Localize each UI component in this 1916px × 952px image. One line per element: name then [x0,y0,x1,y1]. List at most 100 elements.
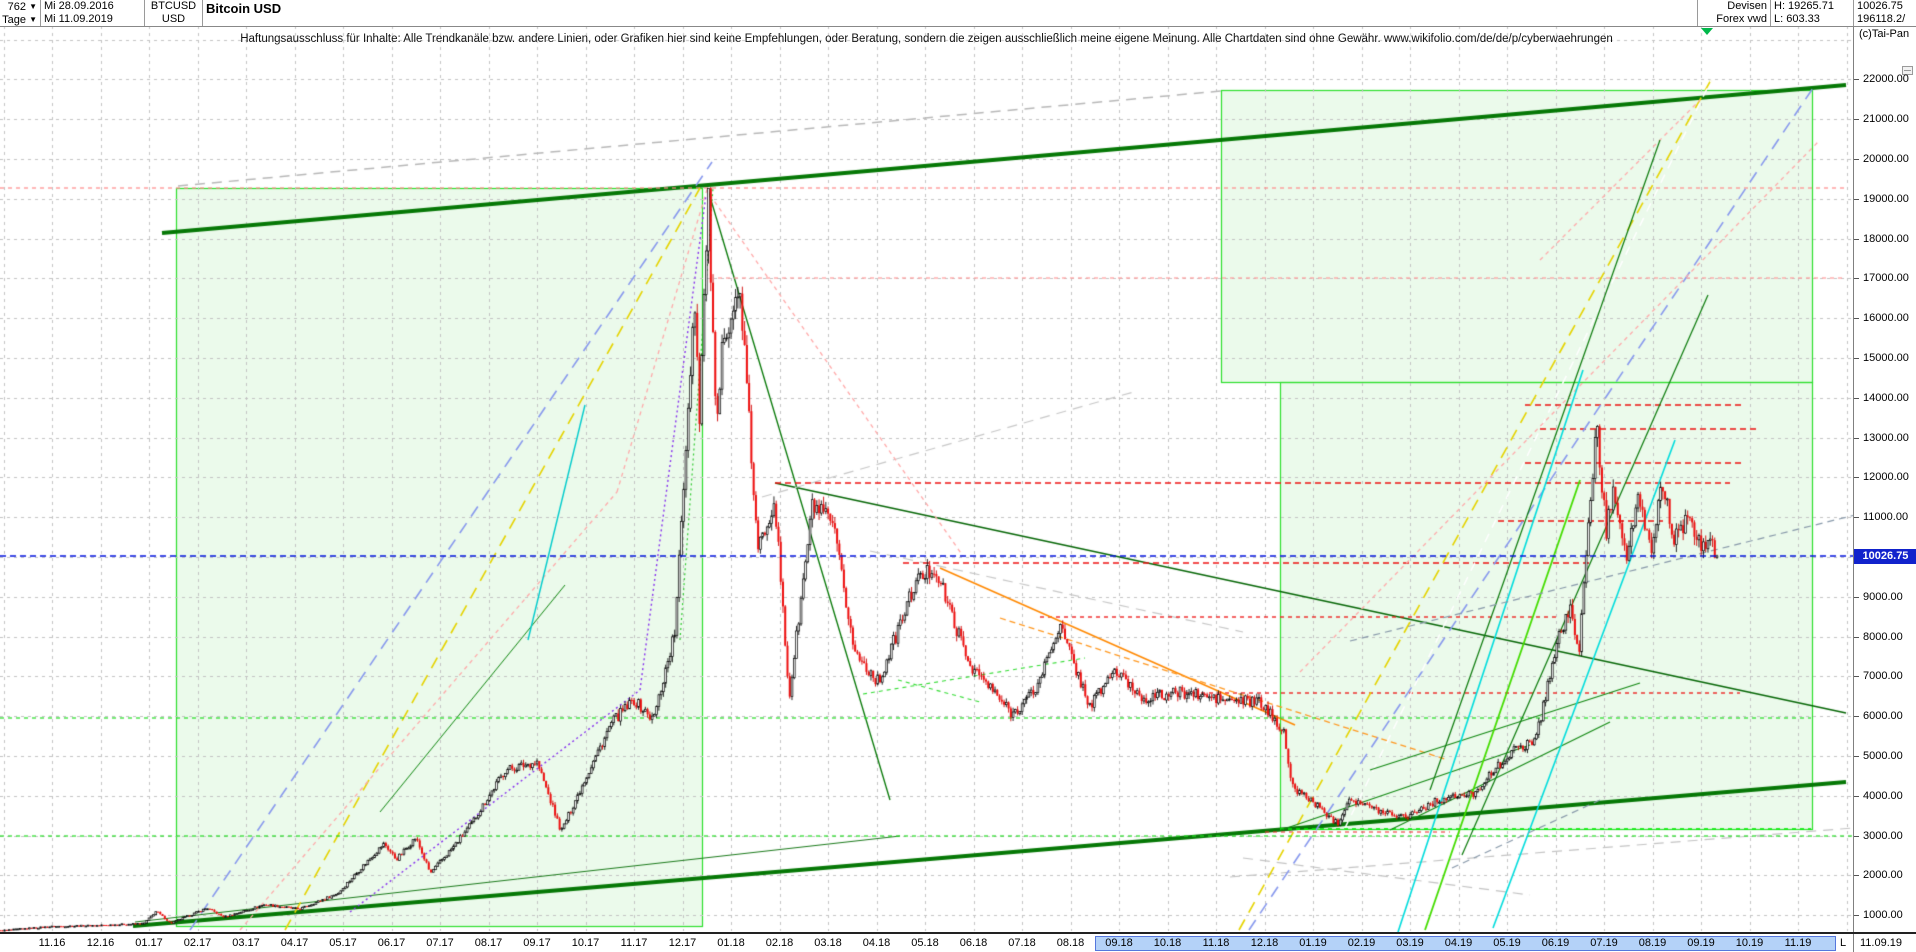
y-axis-tick [1854,119,1859,121]
y-axis-label: 20000.00 [1863,153,1909,165]
time-axis: 11.16 12.16 01.17 02.17 03.17 04.17 05.17 06.17… [0,932,1916,952]
x-axis-label: 03.19 [1396,937,1424,949]
header-volume: 196118.2/ [1857,13,1906,25]
y-axis-tick [1854,477,1859,479]
y-axis-label: 8000.00 [1863,630,1903,643]
header-bar: 762 ▼ Tage ▼ Mi 28.09.2016 Mi 11.09.2019… [0,0,1916,27]
x-axis-label: 11.17 [620,937,648,949]
x-axis-label: 04.17 [280,937,309,949]
x-axis-label: 02.17 [183,937,212,949]
x-axis-label: 03.18 [814,937,842,949]
period-low: L: 603.33 [1774,13,1820,25]
x-axis-label: 09.18 [1105,937,1133,949]
y-axis-tick [1854,795,1859,797]
date-to: Mi 11.09.2019 [44,13,113,25]
high-low-cell: H: 19265.71 L: 603.33 [1771,0,1854,26]
x-axis-label: 11.18 [1202,937,1230,949]
y-axis-label: 19000.00 [1863,192,1909,205]
x-axis-label: 08.18 [1056,937,1085,949]
y-axis-label: 2000.00 [1863,869,1903,882]
x-axis-label: 10.18 [1153,937,1182,949]
y-axis-label: 3000.00 [1863,829,1903,842]
y-axis-label: 12000.00 [1863,471,1909,484]
currency: USD [161,13,186,25]
x-axis-label: 09.19 [1687,937,1715,949]
y-axis-label: 6000.00 [1863,710,1903,723]
x-axis-label: 04.19 [1444,937,1473,949]
y-axis-label: 5000.00 [1863,750,1903,762]
date-range-cell[interactable]: Mi 28.09.2016 Mi 11.09.2019 [41,0,145,26]
y-axis-tick [1854,915,1859,917]
price-axis: (c)Tai-Pan 22000.00 21000.00 20000.00 19000… [1853,26,1916,933]
taipan-logo: (c)Tai-Pan [1859,28,1910,40]
y-axis-label: 11000.00 [1863,511,1909,524]
y-axis-tick [1854,79,1859,81]
x-axis-label: 03.17 [232,937,260,949]
y-axis-label: 9000.00 [1863,590,1903,603]
y-axis-label: 7000.00 [1863,670,1903,683]
last-marker: L [1840,937,1847,949]
market-label: Devisen [1727,0,1767,12]
x-axis-label: 10.17 [571,937,600,949]
x-axis-label: 02.19 [1347,937,1376,949]
y-axis-tick [1854,159,1859,160]
symbol: BTCUSD [150,0,197,12]
axis-divider [1853,934,1854,952]
x-axis-label: 05.17 [329,937,357,949]
last-bar-marker-icon [1701,28,1713,35]
y-axis-tick [1854,437,1859,439]
x-axis-label: 07.19 [1590,937,1618,949]
chevron-down-icon: ▼ [29,2,37,11]
symbol-cell[interactable]: BTCUSD USD [145,0,203,26]
x-axis-label: 01.19 [1299,937,1327,949]
bars-period-dropdowns[interactable]: 762 ▼ Tage ▼ [0,0,41,26]
source-label: Forex vwd [1716,13,1767,25]
x-axis-label: 08.17 [474,937,503,949]
collapse-box-icon[interactable] [1902,66,1913,75]
y-axis-tick [1854,636,1859,638]
x-axis-label: 05.19 [1493,937,1521,949]
y-axis-tick [1854,875,1859,877]
y-axis-tick [1854,835,1859,837]
y-axis-label: 22000.00 [1863,73,1909,86]
chevron-down-icon: ▼ [29,15,37,24]
selected-range-highlight[interactable] [1095,936,1836,951]
y-axis-tick [1854,676,1859,678]
market-cell: Devisen Forex vwd [1697,0,1771,26]
y-axis-tick [1854,756,1859,757]
y-axis-label: 1000.00 [1863,909,1903,922]
y-axis-tick [1854,397,1859,399]
period-dropdown[interactable]: Tage ▼ [2,14,37,26]
current-price-badge: 10026.75 [1854,548,1916,564]
x-axis-label: 02.18 [765,937,794,949]
x-axis-label: 10.19 [1735,937,1764,949]
x-axis-label: 06.17 [377,937,406,949]
x-axis-label: 07.17 [426,937,454,949]
chart-canvas[interactable] [0,26,1853,933]
y-axis-label: 4000.00 [1863,789,1903,802]
y-axis-tick [1854,596,1859,598]
y-axis-tick [1854,358,1859,359]
y-axis-tick [1854,716,1859,718]
y-axis-label: 15000.00 [1863,352,1909,364]
x-axis-label: 04.18 [862,937,891,949]
y-axis-label: 17000.00 [1863,272,1909,285]
x-axis-label: 06.19 [1541,937,1570,949]
y-axis-tick [1854,517,1859,519]
x-axis-label: 01.18 [717,937,745,949]
x-axis-label: 12.17 [668,937,697,949]
bars-count-dropdown[interactable]: 762 ▼ [7,1,37,13]
last-date-label: 11.09.19 [1860,937,1903,949]
y-axis-label: 14000.00 [1863,391,1909,404]
x-axis-label: 07.18 [1008,937,1036,949]
x-axis-label: 06.18 [959,937,988,949]
header-last-price: 10026.75 [1857,0,1903,12]
period-high: H: 19265.71 [1774,0,1834,12]
y-axis-tick [1854,318,1859,320]
x-axis-label: 09.17 [523,937,551,949]
x-axis-label: 01.17 [135,937,163,949]
y-axis-label: 21000.00 [1863,113,1909,126]
x-axis-label: 11.19 [1784,937,1812,949]
y-axis-label: 16000.00 [1863,312,1909,325]
